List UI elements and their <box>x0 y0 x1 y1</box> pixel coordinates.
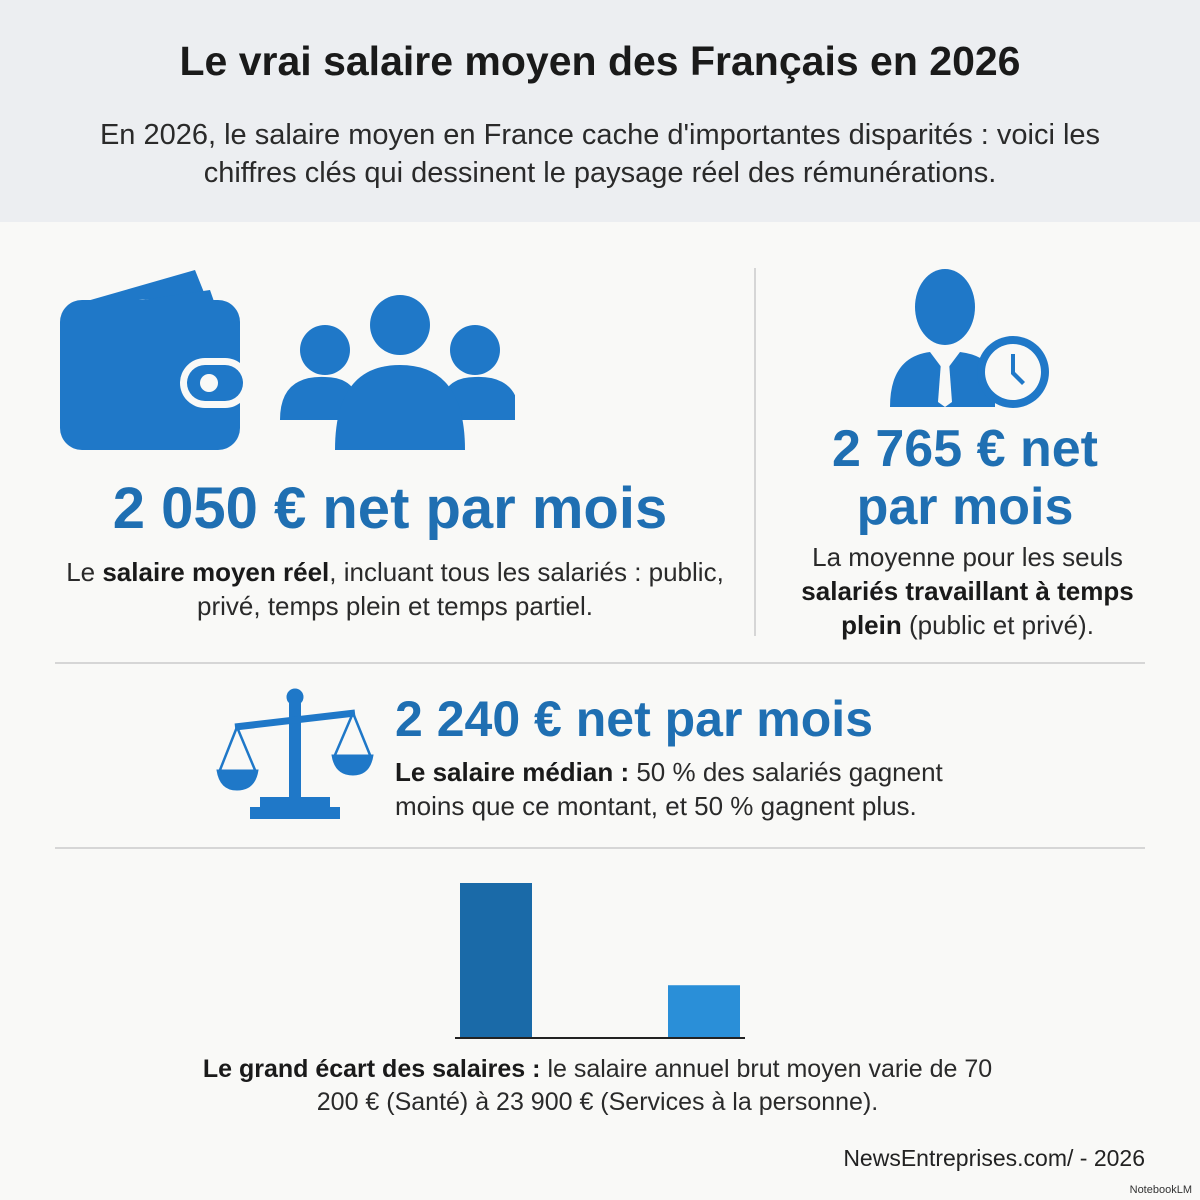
bar <box>460 883 532 1038</box>
divider <box>754 268 756 636</box>
bar <box>668 985 740 1038</box>
wallet-people-icon <box>60 270 515 450</box>
stat-description: La moyenne pour les seuls salariés trava… <box>790 540 1145 642</box>
scale-icon <box>216 688 374 819</box>
text-run: , incluant tous les salariés : public, p… <box>197 557 724 621</box>
text-run: salariés travaillant à temps plein <box>801 576 1134 640</box>
text-run: Le grand écart des salaires : <box>202 1055 541 1083</box>
divider <box>55 662 1145 664</box>
gap-description: Le grand écart des salaires : le salaire… <box>195 1053 1000 1119</box>
text-run: La moyenne pour les seuls <box>812 542 1123 572</box>
gap-chart <box>455 883 745 1039</box>
header-band <box>0 0 1200 222</box>
divider <box>55 847 1145 849</box>
text-run: salaire moyen réel <box>102 557 330 587</box>
worker-clock-icon <box>890 269 1049 408</box>
stat-description: Le salaire médian : 50 % des salariés ga… <box>395 755 995 823</box>
stat-headline: 2 050 € net par mois <box>112 476 668 541</box>
source: NewsEntreprises.com/ - 2026 <box>843 1145 1145 1171</box>
stat-headline: 2 240 € net par mois <box>395 691 874 747</box>
text-run: (public et privé). <box>901 610 1094 640</box>
text-run: Le <box>66 557 103 587</box>
brand: NotebookLM <box>1129 1184 1192 1196</box>
text-run: le salaire annuel brut moyen varie de 70… <box>316 1055 993 1116</box>
subtitle: En 2026, le salaire moyen en France cach… <box>99 119 1101 189</box>
text-run: 50 % des salariés gagnent moins que ce m… <box>395 757 943 821</box>
text-run: Le salaire médian : <box>395 757 630 787</box>
title: Le vrai salaire moyen des Français en 20… <box>179 38 1021 84</box>
stat-description: Le salaire moyen réel, incluant tous les… <box>55 555 735 623</box>
stat-headline: 2 765 € net par mois <box>832 420 1098 536</box>
